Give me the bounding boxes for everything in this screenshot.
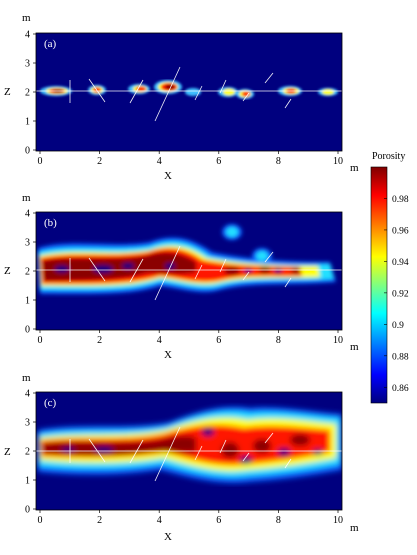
porosity-field bbox=[36, 406, 342, 484]
x-unit-label: m bbox=[350, 162, 359, 174]
porosity-field bbox=[36, 66, 342, 122]
y-axis-label: Z bbox=[4, 446, 11, 458]
x-axis-label: X bbox=[164, 531, 172, 543]
y-tick-label: 2 bbox=[25, 88, 30, 99]
y-tick-label: 3 bbox=[25, 59, 30, 70]
x-axis-label: X bbox=[164, 170, 172, 182]
colorbar-tick-label: 0.86 bbox=[392, 384, 409, 394]
colorbar-title: Porosity bbox=[372, 151, 405, 162]
x-tick-label: 6 bbox=[216, 335, 221, 346]
x-tick-label: 8 bbox=[276, 515, 281, 526]
x-tick-label: 4 bbox=[157, 156, 162, 167]
y-unit-label: m bbox=[22, 372, 31, 384]
y-tick-label: 4 bbox=[25, 389, 30, 400]
x-unit-label: m bbox=[350, 522, 359, 534]
colorbar-tick-label: 0.9 bbox=[392, 321, 404, 331]
panel-label: (b) bbox=[44, 217, 57, 229]
panel-label: (a) bbox=[44, 38, 57, 50]
panel-a: m bbox=[4, 12, 359, 182]
y-tick-label: 4 bbox=[25, 209, 30, 220]
x-tick-label: 2 bbox=[97, 515, 102, 526]
colorbar-tick-label: 0.94 bbox=[392, 258, 409, 268]
x-tick-label: 4 bbox=[157, 335, 162, 346]
x-tick-label: 10 bbox=[333, 156, 343, 167]
y-tick-label: 1 bbox=[25, 476, 30, 487]
y-axis-label: Z bbox=[4, 86, 11, 98]
colorbar: Porosity 0.98 0.96 0.94 0.92 0.9 0.88 0.86 bbox=[370, 151, 409, 404]
colorbar-tick-label: 0.88 bbox=[392, 352, 409, 362]
y-unit-label: m bbox=[22, 12, 31, 24]
x-tick-label: 0 bbox=[38, 515, 43, 526]
y-tick-label: 1 bbox=[25, 296, 30, 307]
axis-ticks: 0 2 4 6 8 10 0 1 2 3 4 bbox=[25, 389, 343, 527]
panel-label: (c) bbox=[44, 397, 57, 409]
x-tick-label: 2 bbox=[97, 335, 102, 346]
x-tick-label: 8 bbox=[276, 335, 281, 346]
y-tick-label: 0 bbox=[25, 505, 30, 516]
y-unit-label: m bbox=[22, 192, 31, 204]
axis-ticks: 0 2 4 6 8 10 0 1 2 3 4 bbox=[25, 30, 343, 168]
y-tick-label: 1 bbox=[25, 117, 30, 128]
x-tick-label: 4 bbox=[157, 515, 162, 526]
y-tick-label: 2 bbox=[25, 267, 30, 278]
x-tick-label: 0 bbox=[38, 335, 43, 346]
panel-c: m bbox=[4, 372, 359, 543]
x-unit-label: m bbox=[350, 341, 359, 353]
colorbar-tick-label: 0.96 bbox=[392, 226, 409, 236]
colorbar-ticks: 0.98 0.96 0.94 0.92 0.9 0.88 0.86 bbox=[384, 195, 409, 394]
colorbar-gradient bbox=[370, 166, 388, 404]
porosity-field bbox=[36, 224, 342, 301]
y-tick-label: 3 bbox=[25, 238, 30, 249]
x-tick-label: 10 bbox=[333, 515, 343, 526]
panel-b: m bbox=[4, 192, 359, 361]
colorbar-tick-label: 0.98 bbox=[392, 195, 409, 205]
y-tick-label: 4 bbox=[25, 30, 30, 41]
x-tick-label: 0 bbox=[38, 156, 43, 167]
y-axis-label: Z bbox=[4, 265, 11, 277]
colorbar-tick-label: 0.92 bbox=[392, 289, 409, 299]
y-tick-label: 0 bbox=[25, 146, 30, 157]
x-tick-label: 10 bbox=[333, 335, 343, 346]
x-axis-label: X bbox=[164, 349, 172, 361]
x-tick-label: 6 bbox=[216, 156, 221, 167]
x-tick-label: 8 bbox=[276, 156, 281, 167]
y-tick-label: 3 bbox=[25, 418, 30, 429]
y-tick-label: 2 bbox=[25, 447, 30, 458]
axis-ticks: 0 2 4 6 8 10 0 1 2 3 4 bbox=[25, 209, 343, 347]
x-tick-label: 2 bbox=[97, 156, 102, 167]
y-tick-label: 0 bbox=[25, 325, 30, 336]
x-tick-label: 6 bbox=[216, 515, 221, 526]
